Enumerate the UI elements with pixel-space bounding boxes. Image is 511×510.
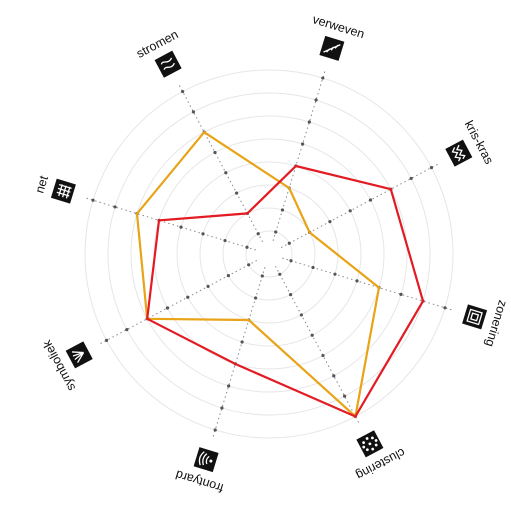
tick-dot <box>332 374 336 378</box>
radiating-lines-icon <box>65 341 93 369</box>
grid-ring <box>199 184 339 324</box>
tick-dot <box>224 171 228 175</box>
tick-dot <box>179 225 183 229</box>
dot-cluster-icon <box>356 430 384 458</box>
tick-dot <box>321 353 325 358</box>
grid-ring <box>107 92 431 416</box>
tick-dot <box>368 198 373 202</box>
tick-dot <box>409 176 413 181</box>
nested-squares-icon <box>462 304 488 330</box>
tick-dot <box>201 232 205 236</box>
sound-waves-icon <box>193 447 219 473</box>
tick-dot <box>289 259 293 263</box>
tick-dot <box>288 293 293 297</box>
tick-dot <box>278 272 282 276</box>
grid-ring <box>222 207 316 301</box>
category-label-verweven: verweven <box>311 12 366 41</box>
tick-dot <box>301 142 305 146</box>
tick-dot <box>245 245 249 249</box>
wave-lines-icon <box>154 50 182 78</box>
category-label-net: net <box>32 174 51 195</box>
tick-dot <box>328 220 332 224</box>
category-labels: stromenverwevenkris-kraszoneringclusteri… <box>32 12 509 495</box>
twisted-strand-icon <box>319 35 345 61</box>
tick-dot <box>399 292 403 296</box>
tick-dot <box>213 150 217 155</box>
tick-dot <box>227 384 231 388</box>
tick-dot <box>165 306 170 310</box>
tick-dot <box>310 333 314 337</box>
grid-spokes <box>85 70 453 438</box>
tick-dot <box>191 110 196 114</box>
tick-dot <box>311 265 315 270</box>
tick-dot <box>314 98 318 102</box>
tick-dot <box>274 230 278 234</box>
category-label-symboliek: symboliek <box>40 337 79 393</box>
tick-dot <box>321 76 325 80</box>
tick-dot <box>125 327 129 332</box>
series-layer <box>135 130 425 419</box>
tick-dot <box>223 238 227 243</box>
tick-dot <box>240 340 244 344</box>
tick-dot <box>260 274 264 278</box>
grid-ring <box>176 161 362 347</box>
tick-dot <box>253 296 258 300</box>
tick-dot <box>287 241 291 245</box>
tick-dot <box>220 406 224 410</box>
tick-dot <box>333 272 337 276</box>
grid-ring <box>84 69 454 439</box>
category-label-frontyard: frontyard <box>174 467 225 495</box>
tick-dot <box>213 428 217 432</box>
grid-icon <box>50 178 76 204</box>
tick-dot <box>307 120 311 124</box>
tick-dot <box>186 295 190 299</box>
tick-dot <box>226 273 230 278</box>
tick-dot <box>355 279 359 283</box>
tick-dot <box>113 205 117 209</box>
tick-dot <box>348 209 352 213</box>
tick-dot <box>206 284 210 288</box>
series-2-line <box>146 164 425 418</box>
tick-dot <box>342 394 347 398</box>
zigzag-pattern-icon <box>445 139 473 167</box>
tick-dot <box>299 313 303 317</box>
tick-dot <box>443 306 447 310</box>
tick-dot <box>247 263 251 267</box>
tick-dot <box>280 208 285 212</box>
tick-dot <box>181 89 185 94</box>
tick-dot <box>104 338 109 342</box>
category-label-zonering: zonering <box>483 299 510 349</box>
grid-ring <box>245 230 293 278</box>
category-label-clustering: clustering <box>354 445 408 482</box>
grid-ring <box>130 115 408 393</box>
tick-dot <box>91 198 95 202</box>
tick-dot <box>256 232 260 236</box>
tick-dot <box>429 166 434 170</box>
tick-dot <box>235 191 239 195</box>
spoke-line <box>99 260 258 345</box>
spoke-line <box>280 163 439 248</box>
